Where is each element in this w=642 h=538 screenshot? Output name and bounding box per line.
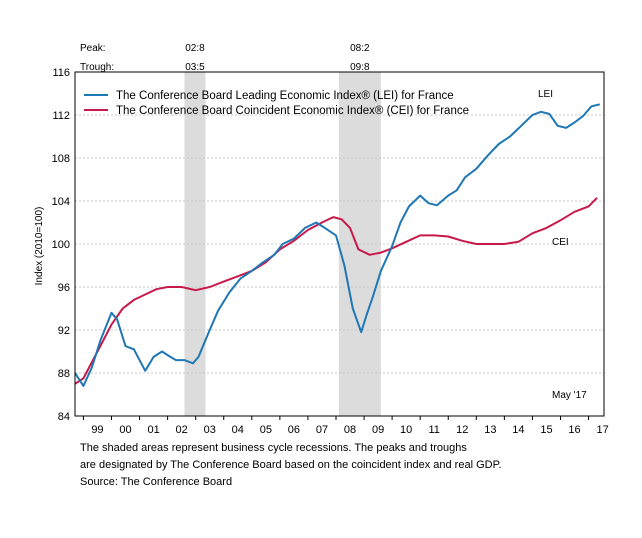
x-tick-label-15: 15 <box>540 424 552 436</box>
series-line-lei <box>74 103 601 387</box>
y-tick-label-92: 92 <box>58 325 70 337</box>
x-tick-label-01: 01 <box>147 424 159 436</box>
peak-label: Peak: <box>80 43 106 54</box>
recession-peak-1: 08:2 <box>350 43 370 54</box>
x-tick-label-11: 11 <box>429 424 440 436</box>
plot-frame <box>74 71 605 417</box>
y-tick-label-84: 84 <box>58 411 70 423</box>
x-tick-label-03: 03 <box>204 424 216 436</box>
y-tick-label-104: 104 <box>52 196 70 208</box>
recession-trough-0: 03:5 <box>185 62 205 73</box>
footnote-line-1: The shaded areas represent business cycl… <box>80 442 467 454</box>
x-tick-label-99: 99 <box>91 424 103 436</box>
x-tick-label-13: 13 <box>484 424 496 436</box>
series-line-cei <box>74 197 598 385</box>
y-tick-label-100: 100 <box>52 239 70 251</box>
x-tick-label-04: 04 <box>232 424 244 436</box>
x-tick-label-08: 08 <box>344 424 356 436</box>
x-tick-label-10: 10 <box>400 424 412 436</box>
trough-label: Trough: <box>80 62 114 73</box>
recession-peak-0: 02:8 <box>185 43 205 54</box>
legend-label-cei: The Conference Board Coincident Economic… <box>116 105 469 117</box>
y-tick-label-108: 108 <box>52 153 70 165</box>
x-tick-label-05: 05 <box>260 424 272 436</box>
legend-label-lei: The Conference Board Leading Economic In… <box>116 90 454 102</box>
series-lines <box>74 103 601 387</box>
legend: The Conference Board Leading Economic In… <box>84 90 469 117</box>
y-tick-label-96: 96 <box>58 282 70 294</box>
y-axis-ticks: 84 88 92 96 100 104 108 112 116 <box>52 67 70 423</box>
date-note: May '17 <box>552 390 587 401</box>
recession-labels: 02:8 03:5 08:2 09:8 <box>185 43 370 73</box>
x-tick-label-09: 09 <box>372 424 384 436</box>
chart: 84 88 92 96 100 104 108 112 116 99 00 01 02 03 04 05 06… <box>34 43 609 436</box>
series-label-cei: CEI <box>552 237 569 248</box>
y-tick-label-112: 112 <box>52 110 70 122</box>
footnote-line-2: are designated by The Conference Board b… <box>80 459 502 471</box>
x-tick-label-00: 00 <box>119 424 131 436</box>
x-tick-label-12: 12 <box>456 424 468 436</box>
y-tick-label-116: 116 <box>52 67 70 79</box>
x-tick-label-14: 14 <box>512 424 524 436</box>
grid-lines <box>75 114 604 374</box>
y-tick-label-88: 88 <box>58 368 70 380</box>
y-axis-label: Index (2010=100) <box>34 207 45 286</box>
x-tick-label-06: 06 <box>288 424 300 436</box>
x-axis-ticks: 99 00 01 02 03 04 05 06 07 08 09 10 11 12 13 14 15 16 17 <box>82 416 609 436</box>
x-tick-label-07: 07 <box>316 424 328 436</box>
footnote-source: Source: The Conference Board <box>80 476 233 488</box>
series-label-lei: LEI <box>538 89 553 100</box>
x-tick-label-17: 17 <box>596 424 608 436</box>
x-tick-label-16: 16 <box>568 424 580 436</box>
recession-trough-1: 09:8 <box>350 62 370 73</box>
x-tick-label-02: 02 <box>176 424 188 436</box>
